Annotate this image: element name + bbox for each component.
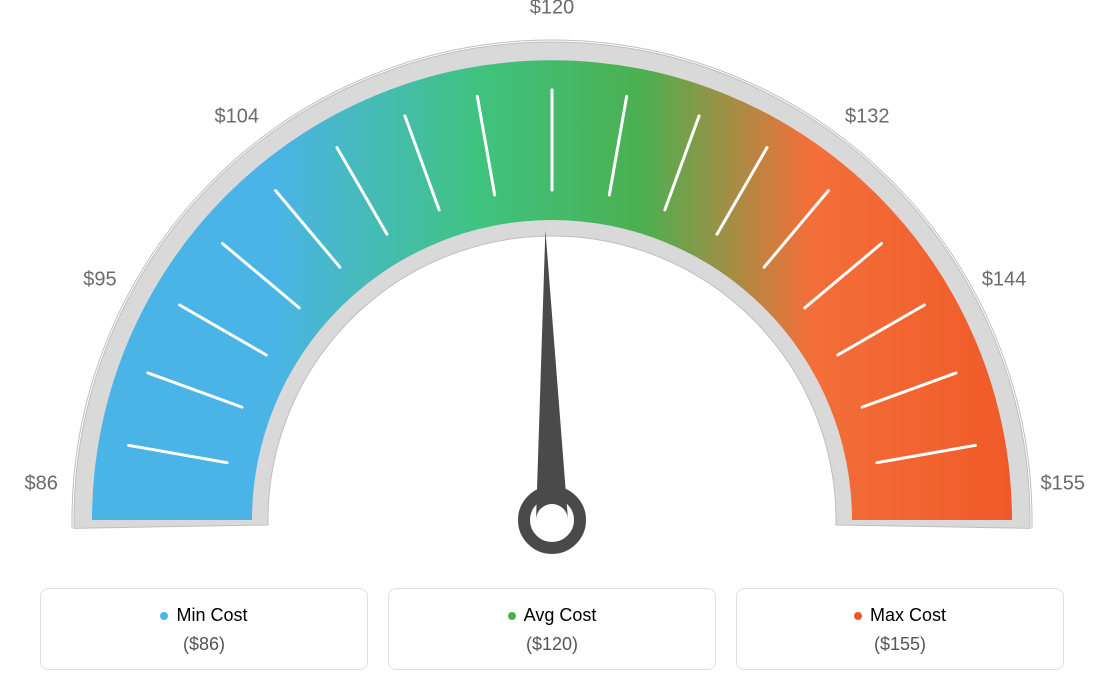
gauge-tick-label: $95 (83, 268, 116, 291)
cost-gauge-chart: $86 $95 $104 $120 $132 $144 $155 Min Cost ($86… (0, 0, 1104, 690)
legend-max-label: Max Cost (870, 605, 946, 625)
legend-avg-card: Avg Cost ($120) (388, 588, 716, 670)
legend-avg-title: Avg Cost (389, 605, 715, 626)
legend-avg-label: Avg Cost (524, 605, 597, 625)
legend-min-value: ($86) (41, 634, 367, 655)
gauge-tick-label: $104 (215, 105, 260, 128)
gauge-tick-label: $144 (982, 268, 1027, 291)
gauge-tick-label: $120 (530, 0, 575, 20)
legend-max-title: Max Cost (737, 605, 1063, 626)
gauge-svg (0, 0, 1104, 560)
legend-min-title: Min Cost (41, 605, 367, 626)
legend-min-label: Min Cost (176, 605, 247, 625)
legend-max-value: ($155) (737, 634, 1063, 655)
legend-max-card: Max Cost ($155) (736, 588, 1064, 670)
legend-max-dot (854, 612, 862, 620)
gauge-tick-label: $155 (1041, 473, 1086, 496)
legend-min-card: Min Cost ($86) (40, 588, 368, 670)
legend-min-dot (160, 612, 168, 620)
gauge-tick-label: $132 (845, 105, 890, 128)
legend-row: Min Cost ($86) Avg Cost ($120) Max Cost … (0, 588, 1104, 670)
gauge-tick-label: $86 (25, 473, 58, 496)
legend-avg-dot (508, 612, 516, 620)
legend-avg-value: ($120) (389, 634, 715, 655)
gauge-area: $86 $95 $104 $120 $132 $144 $155 (0, 0, 1104, 560)
